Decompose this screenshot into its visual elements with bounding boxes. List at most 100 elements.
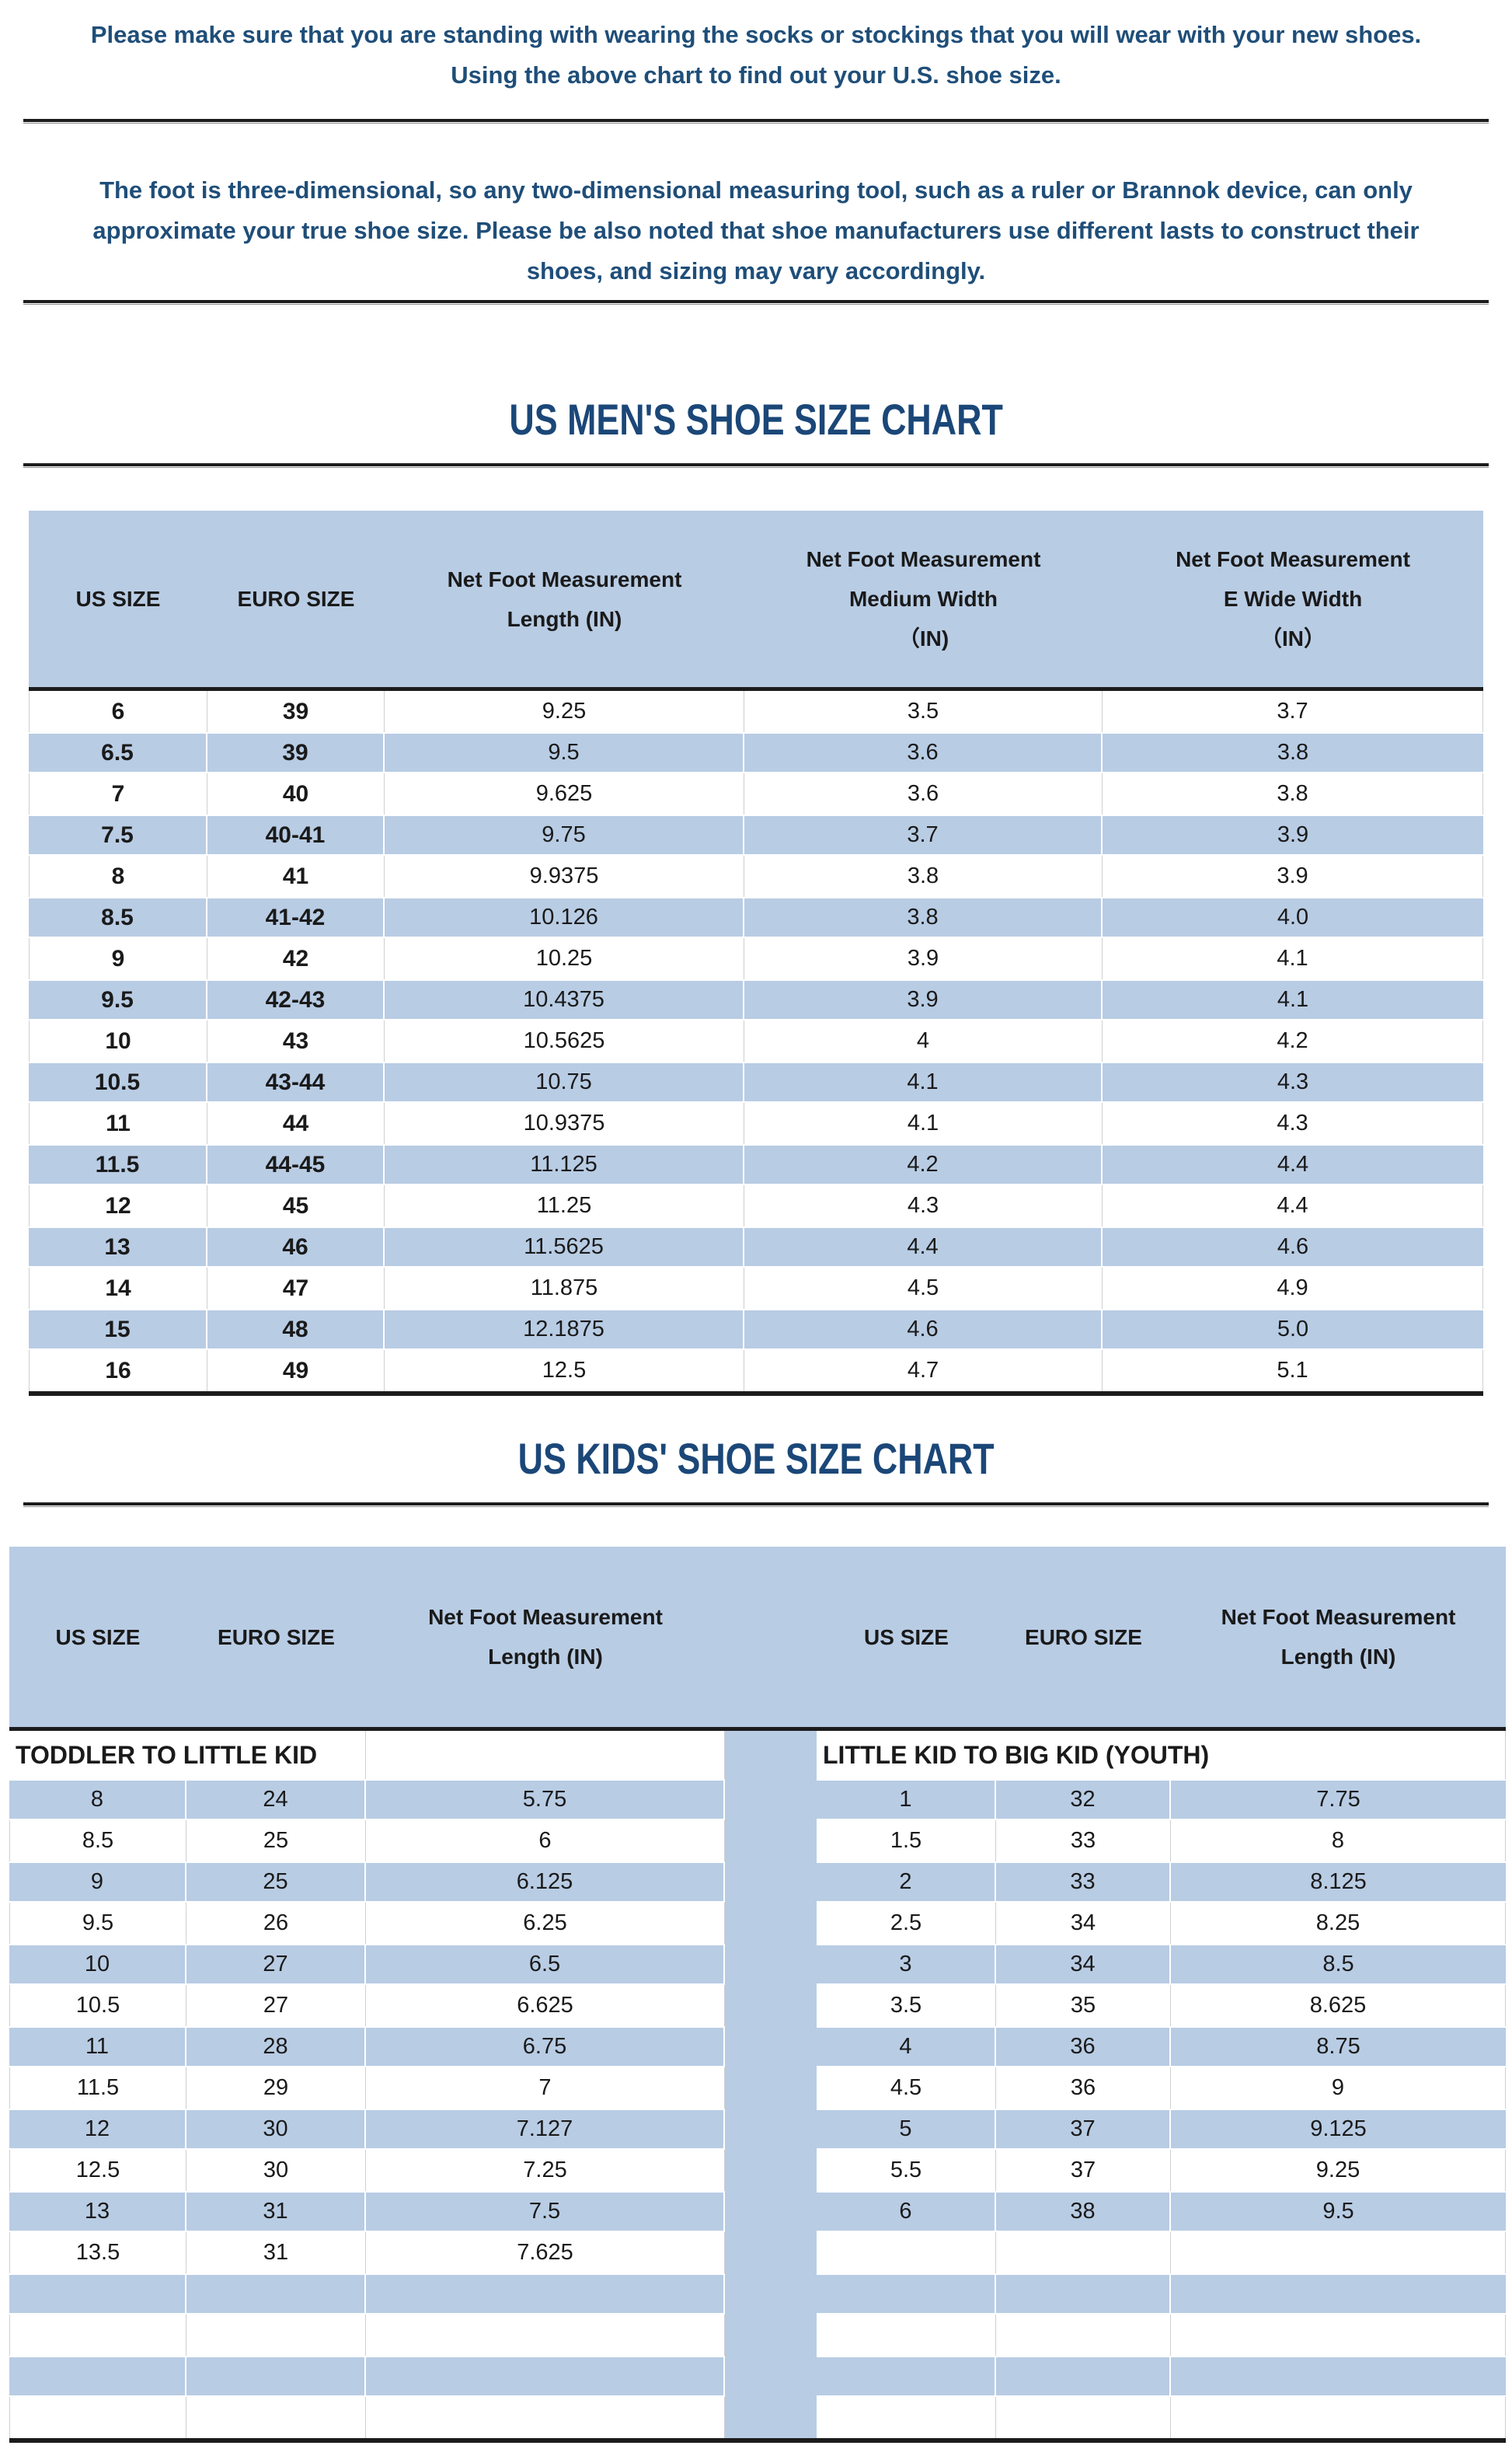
kids-table-row: 8 24 5.75 1 32 7.75 bbox=[9, 1779, 1506, 1820]
kids-table-cell: 9 bbox=[9, 1861, 186, 1903]
mens-table-cell: 4.5 bbox=[744, 1268, 1103, 1309]
kids-table-row: 13.5 31 7.625 bbox=[9, 2232, 1506, 2273]
mens-table-cell: 3.8 bbox=[744, 856, 1103, 897]
kids-gap-cell bbox=[725, 1903, 817, 1944]
kids-table-cell: 13 bbox=[9, 2191, 186, 2232]
mens-table-cell: 40-41 bbox=[207, 815, 385, 856]
mens-header-e-wide-width: Net Foot Measurement E Wide Width （IN） bbox=[1103, 511, 1483, 691]
mens-table-cell: 3.9 bbox=[744, 938, 1103, 979]
kids-table-cell: 6 bbox=[366, 1820, 725, 1861]
kids-table-cell bbox=[1171, 2356, 1506, 2397]
kids-table-cell: 12.5 bbox=[9, 2150, 186, 2191]
mens-table-cell: 39 bbox=[207, 732, 385, 773]
mens-table-cell: 4.9 bbox=[1103, 1268, 1483, 1309]
kids-table-cell: 5 bbox=[817, 2109, 996, 2150]
kids-table-cell: 7 bbox=[366, 2067, 725, 2109]
kids-table-cell bbox=[996, 2232, 1171, 2273]
mens-table-cell: 44 bbox=[207, 1103, 385, 1144]
mens-table-cell: 10.75 bbox=[385, 1062, 744, 1103]
mens-header-us-size: US SIZE bbox=[29, 511, 207, 691]
kids-table-cell: 30 bbox=[186, 2109, 366, 2150]
kids-table-row bbox=[9, 2315, 1506, 2356]
mens-table-cell: 3.5 bbox=[744, 691, 1103, 732]
mens-table-cell: 8 bbox=[29, 856, 207, 897]
mens-table-cell: 43 bbox=[207, 1020, 385, 1062]
kids-table-row: 8.5 25 6 1.5 33 8 bbox=[9, 1820, 1506, 1861]
mens-table-cell: 12.1875 bbox=[385, 1309, 744, 1350]
kids-table-cell: 33 bbox=[996, 1820, 1171, 1861]
kids-table-cell: 8.5 bbox=[1171, 1944, 1506, 1985]
mens-table-cell: 42 bbox=[207, 938, 385, 979]
mens-table-row: 11 44 10.9375 4.1 4.3 bbox=[29, 1103, 1483, 1144]
kids-table-row: 10.5 27 6.625 3.5 35 8.625 bbox=[9, 1985, 1506, 2026]
mens-table-row: 13 46 11.5625 4.4 4.6 bbox=[29, 1226, 1483, 1268]
mens-table-row: 16 49 12.5 4.7 5.1 bbox=[29, 1350, 1483, 1391]
kids-gap-cell bbox=[725, 2356, 817, 2397]
mens-table-cell: 4.1 bbox=[1103, 979, 1483, 1020]
mens-table-cell: 10 bbox=[29, 1020, 207, 1062]
kids-table-cell: 8 bbox=[1171, 1820, 1506, 1861]
kids-table-cell bbox=[366, 2397, 725, 2438]
kids-table-cell: 7.127 bbox=[366, 2109, 725, 2150]
kids-table-cell bbox=[366, 2273, 725, 2315]
mens-table-cell: 9.5 bbox=[385, 732, 744, 773]
kids-gap-cell bbox=[725, 2150, 817, 2191]
kids-table-row bbox=[9, 2356, 1506, 2397]
kids-left-header-us-size: US SIZE bbox=[9, 1547, 186, 1731]
kids-table-cell bbox=[366, 2315, 725, 2356]
mens-table-cell: 9.625 bbox=[385, 773, 744, 815]
kids-table-cell: 37 bbox=[996, 2109, 1171, 2150]
mens-table-row: 8 41 9.9375 3.8 3.9 bbox=[29, 856, 1483, 897]
mens-table-cell: 10.126 bbox=[385, 897, 744, 938]
kids-gap-cell bbox=[725, 2109, 817, 2150]
kids-table-cell: 13.5 bbox=[9, 2232, 186, 2273]
mens-table-cell: 4.3 bbox=[1103, 1103, 1483, 1144]
kids-gap-cell bbox=[725, 1731, 817, 1779]
kids-table-cell: 5.75 bbox=[366, 1779, 725, 1820]
mens-table-cell: 4.1 bbox=[1103, 938, 1483, 979]
kids-table-cell: 25 bbox=[186, 1820, 366, 1861]
mens-table-row: 8.5 41-42 10.126 3.8 4.0 bbox=[29, 897, 1483, 938]
mens-table-cell: 9 bbox=[29, 938, 207, 979]
mens-table-cell: 10.4375 bbox=[385, 979, 744, 1020]
kids-table-cell: 8.75 bbox=[1171, 2026, 1506, 2067]
kids-table-cell: 6.625 bbox=[366, 1985, 725, 2026]
mens-table-cell: 41 bbox=[207, 856, 385, 897]
kids-table-cell: 9.5 bbox=[9, 1903, 186, 1944]
kids-gap-cell bbox=[725, 1820, 817, 1861]
mens-table-row: 14 47 11.875 4.5 4.9 bbox=[29, 1268, 1483, 1309]
mens-table-cell: 43-44 bbox=[207, 1062, 385, 1103]
kids-table-cell: 8.25 bbox=[1171, 1903, 1506, 1944]
mens-table-cell: 6.5 bbox=[29, 732, 207, 773]
kids-table-cell bbox=[1171, 2273, 1506, 2315]
mens-table-cell: 45 bbox=[207, 1185, 385, 1226]
mens-table-cell: 4.4 bbox=[1103, 1185, 1483, 1226]
mens-table-row: 6.5 39 9.5 3.6 3.8 bbox=[29, 732, 1483, 773]
kids-table-cell: 29 bbox=[186, 2067, 366, 2109]
mens-chart-title-text: US MEN'S SHOE SIZE CHART bbox=[509, 395, 1003, 444]
kids-table-cell: 8 bbox=[9, 1779, 186, 1820]
kids-table-row: 12.5 30 7.25 5.5 37 9.25 bbox=[9, 2150, 1506, 2191]
kids-table-cell: 33 bbox=[996, 1861, 1171, 1903]
kids-table-cell: 9.125 bbox=[1171, 2109, 1506, 2150]
kids-gap-cell bbox=[725, 1985, 817, 2026]
kids-gap-cell bbox=[725, 2232, 817, 2273]
mens-table-cell: 48 bbox=[207, 1309, 385, 1350]
mens-table-cell: 3.8 bbox=[744, 897, 1103, 938]
mens-table-cell: 10.9375 bbox=[385, 1103, 744, 1144]
mens-table-cell: 10.25 bbox=[385, 938, 744, 979]
mens-table-cell: 4.6 bbox=[744, 1309, 1103, 1350]
mens-table-row: 10 43 10.5625 4 4.2 bbox=[29, 1020, 1483, 1062]
mens-chart-title: US MEN'S SHOE SIZE CHART bbox=[23, 398, 1489, 441]
kids-table-cell bbox=[9, 2273, 186, 2315]
mens-header-length: Net Foot Measurement Length (IN) bbox=[385, 511, 744, 691]
kids-table-cell: 32 bbox=[996, 1779, 1171, 1820]
mens-table-cell: 4.3 bbox=[1103, 1062, 1483, 1103]
mens-table-cell: 7.5 bbox=[29, 815, 207, 856]
kids-table-row: 13 31 7.5 6 38 9.5 bbox=[9, 2191, 1506, 2232]
kids-table-cell: 25 bbox=[186, 1861, 366, 1903]
divider-3 bbox=[23, 463, 1489, 469]
mens-table-cell: 4.2 bbox=[744, 1144, 1103, 1185]
divider-2 bbox=[23, 300, 1489, 305]
kids-table-cell bbox=[996, 2356, 1171, 2397]
